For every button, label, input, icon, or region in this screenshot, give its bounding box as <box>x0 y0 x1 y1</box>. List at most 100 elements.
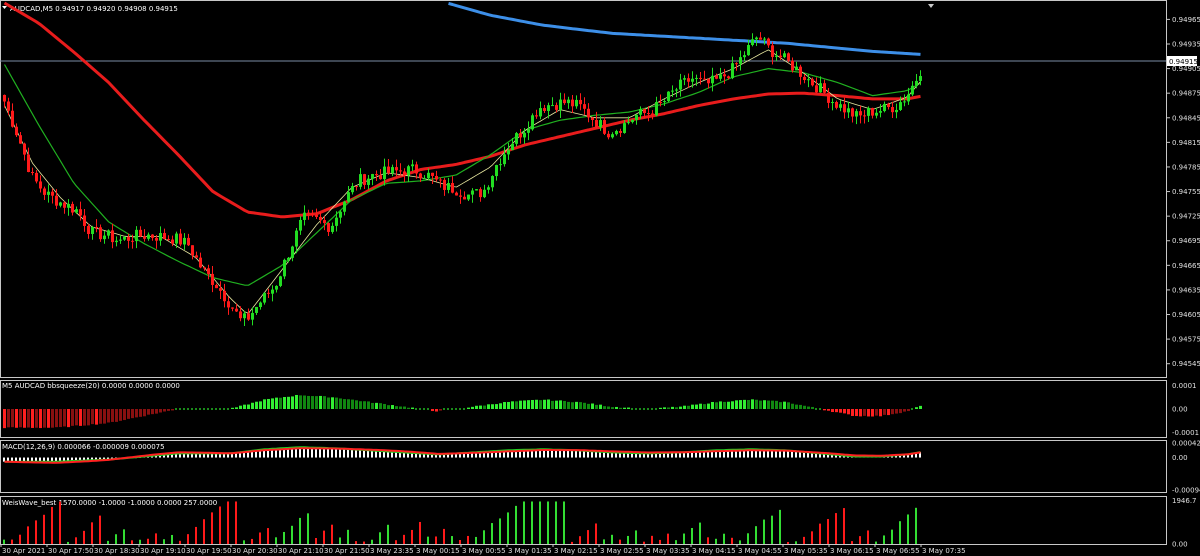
candle-body <box>815 85 818 93</box>
macd-histogram-bar <box>95 457 97 461</box>
bbsqueeze-bar <box>275 397 278 409</box>
macd-histogram-bar <box>783 450 785 458</box>
bbsqueeze-bar <box>35 409 38 428</box>
bbsqueeze-bar <box>859 409 862 417</box>
candle-body <box>587 108 590 118</box>
candle-body <box>47 191 50 195</box>
bbsqueeze-bar <box>135 409 138 418</box>
candle-body <box>607 133 610 138</box>
bbsqueeze-bar <box>823 409 826 411</box>
bbsqueeze-bar <box>575 401 578 409</box>
weiswave-bar <box>323 530 325 544</box>
macd-histogram-bar <box>567 450 569 458</box>
macd-histogram-bar <box>87 457 89 461</box>
bbsqueeze-bar <box>31 409 34 428</box>
price-tick-label: 0.94905 <box>1172 65 1200 73</box>
bbsqueeze-bar <box>567 401 570 409</box>
macd-histogram-bar <box>35 457 37 462</box>
candle-body <box>631 119 634 123</box>
bbsqueeze-bar <box>387 405 390 409</box>
candle-body <box>543 108 546 111</box>
macd-tick-label: 0.00 <box>1172 454 1188 462</box>
shift-marker-icon[interactable] <box>928 4 934 8</box>
weiswave-bar <box>827 519 829 544</box>
macd-histogram-bar <box>367 450 369 458</box>
macd-histogram-bar <box>551 449 553 458</box>
candle-body <box>251 312 254 320</box>
macd-histogram-bar <box>619 452 621 458</box>
candle-body <box>115 240 118 243</box>
bbsqueeze-dot <box>643 408 645 410</box>
weiswave-bar <box>411 529 413 544</box>
candle-body <box>547 105 550 111</box>
candle-body <box>655 101 658 116</box>
current-price-tag: 0.94915 <box>1167 56 1198 66</box>
weiswave-bar <box>819 523 821 544</box>
weiswave-bar <box>915 507 917 544</box>
candle-body <box>475 189 478 191</box>
bbsqueeze-dot <box>419 408 421 410</box>
bbsqueeze-bar <box>143 409 146 417</box>
macd-histogram-bar <box>159 454 161 458</box>
weiswave-bar <box>107 540 109 544</box>
weiswave-label: WeisWave_best 1570.0000 -1.0000 -1.0000 … <box>2 499 217 507</box>
macd-histogram-bar <box>23 457 25 462</box>
bbsqueeze-bar <box>439 409 442 411</box>
weiswave-bar <box>147 538 149 544</box>
bbsqueeze-bar <box>15 409 18 428</box>
bbsqueeze-bar <box>907 409 910 412</box>
macd-histogram-bar <box>219 453 221 458</box>
bbsqueeze-tick-label: 0.00 <box>1172 406 1188 414</box>
candle-body <box>295 230 298 247</box>
weiswave-bar <box>123 529 125 544</box>
weiswave-bar <box>403 534 405 544</box>
weiswave-bar <box>267 528 269 544</box>
macd-histogram-bar <box>167 454 169 458</box>
macd-histogram-bar <box>175 453 177 458</box>
bbsqueeze-bar <box>79 409 82 426</box>
candle-body <box>63 202 66 208</box>
macd-histogram-bar <box>291 447 293 458</box>
candle-body <box>195 255 198 258</box>
macd-histogram-bar <box>895 455 897 458</box>
candle-body <box>887 103 890 108</box>
weiswave-bar <box>67 541 69 544</box>
candle-body <box>795 66 798 71</box>
weiswave-bar <box>315 537 317 544</box>
weiswave-bar <box>587 530 589 544</box>
ma-yellow-line <box>4 49 921 314</box>
candle-body <box>839 104 842 108</box>
time-tick-label: 3 May 06:15 <box>830 547 874 555</box>
chevron-down-icon[interactable] <box>2 6 7 9</box>
bbsqueeze-bar <box>43 409 46 428</box>
candle-body <box>807 79 810 81</box>
weiswave-bar <box>307 513 309 544</box>
time-tick-label: 3 May 00:15 <box>416 547 460 555</box>
candle-body <box>175 233 178 244</box>
bbsqueeze-bar <box>771 400 774 409</box>
candle-body <box>851 108 854 117</box>
candle-body <box>215 284 218 289</box>
candle-body <box>467 194 470 200</box>
bbsqueeze-bar <box>627 407 630 409</box>
price-tick-label: 0.94755 <box>1172 188 1200 196</box>
bbsqueeze-bar <box>527 400 530 409</box>
candle-body <box>619 131 622 133</box>
bbsqueeze-bar <box>395 406 398 409</box>
macd-histogram-bar <box>91 457 93 461</box>
candle-body <box>659 101 662 103</box>
macd-histogram-bar <box>503 450 505 458</box>
macd-histogram-bar <box>307 447 309 458</box>
macd-histogram-bar <box>311 447 313 458</box>
macd-histogram-bar <box>491 451 493 458</box>
macd-histogram-bar <box>299 447 301 458</box>
bbsqueeze-tick-label: -0.0001 <box>1172 429 1199 437</box>
bbsqueeze-dot <box>443 408 445 410</box>
bbsqueeze-bar <box>843 409 846 414</box>
bbsqueeze-bar <box>739 400 742 409</box>
candle-body <box>459 195 462 197</box>
weiswave-bar <box>851 541 853 544</box>
macd-histogram-bar <box>535 449 537 458</box>
candle-body <box>123 236 126 240</box>
bbsqueeze-bar <box>687 405 690 409</box>
